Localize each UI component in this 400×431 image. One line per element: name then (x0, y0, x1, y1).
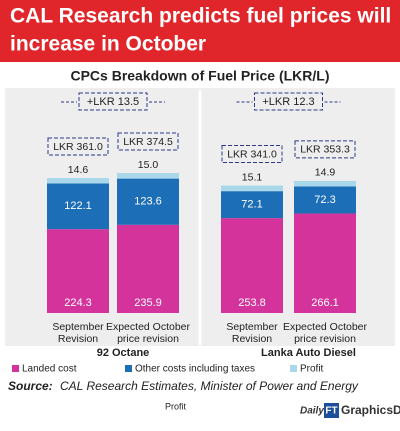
difference-box (254, 92, 323, 111)
x-tick-label: September Revision (52, 321, 104, 345)
value-label: 123.6 (134, 196, 162, 208)
title-line: increase in October (10, 33, 206, 56)
bar-segment (221, 218, 283, 313)
x-tick-label: Expected October price revision (105, 321, 191, 345)
group-label: Lanka Auto Diesel (261, 347, 356, 359)
value-label: 224.3 (64, 297, 92, 309)
source-text: CAL Research Estimates, Minister of Powe… (60, 379, 359, 393)
total-box (117, 132, 179, 151)
total-box (221, 145, 283, 164)
bar-segment (117, 224, 179, 313)
x-tick-label: September Revision (226, 321, 278, 345)
value-label: 14.9 (315, 167, 336, 179)
total-label: LKR 341.0 (227, 148, 277, 160)
legend-label: Landed cost (22, 364, 77, 375)
logo-ft: FT (325, 406, 337, 417)
bar-segment (294, 180, 356, 187)
bar-segment (294, 213, 356, 313)
bar-segment (47, 178, 109, 184)
total-label: LKR 353.3 (300, 144, 350, 156)
source-label: Source: (8, 379, 53, 393)
x-tick-label: Expected October price revision (282, 321, 368, 345)
legend-swatch (125, 365, 132, 372)
bar-segment (117, 178, 179, 225)
difference-label: +LKR 13.5 (87, 96, 139, 108)
value-label: 72.1 (241, 199, 262, 211)
value-label: 72.3 (314, 194, 335, 206)
chart-title: CPCs Breakdown of Fuel Price (LKR/L) (70, 68, 329, 84)
legend-label: Profit (300, 364, 324, 375)
legend-swatch (12, 365, 19, 372)
logo-daily: Daily (300, 406, 324, 417)
logo-desk: GraphicsDesk (341, 403, 400, 417)
value-label: 15.1 (242, 171, 263, 183)
total-label: LKR 361.0 (53, 141, 103, 153)
legend-swatch (290, 365, 297, 372)
total-box (294, 140, 356, 159)
stray-text: Profit (165, 401, 187, 411)
bar-segment (294, 186, 356, 214)
bar-segment (47, 229, 109, 313)
bar-segment (117, 173, 179, 179)
header-band (0, 0, 400, 62)
value-label: 253.8 (238, 297, 266, 309)
group-label: 92 Octane (97, 347, 150, 359)
bar-segment (221, 185, 283, 192)
difference-label: +LKR 12.3 (262, 96, 314, 108)
value-label: 235.9 (134, 297, 162, 309)
value-label: 15.0 (138, 159, 159, 171)
total-box (47, 137, 109, 156)
total-label: LKR 374.5 (123, 136, 173, 148)
bar-segment (221, 191, 283, 219)
difference-box (78, 92, 148, 111)
value-label: 266.1 (311, 297, 339, 309)
title-line: CAL Research predicts fuel prices will (10, 5, 391, 28)
value-label: 14.6 (68, 164, 89, 176)
value-label: 122.1 (64, 200, 92, 212)
bar-segment (47, 183, 109, 230)
logo-box (324, 403, 339, 418)
legend-label: Other costs including taxes (135, 364, 255, 375)
